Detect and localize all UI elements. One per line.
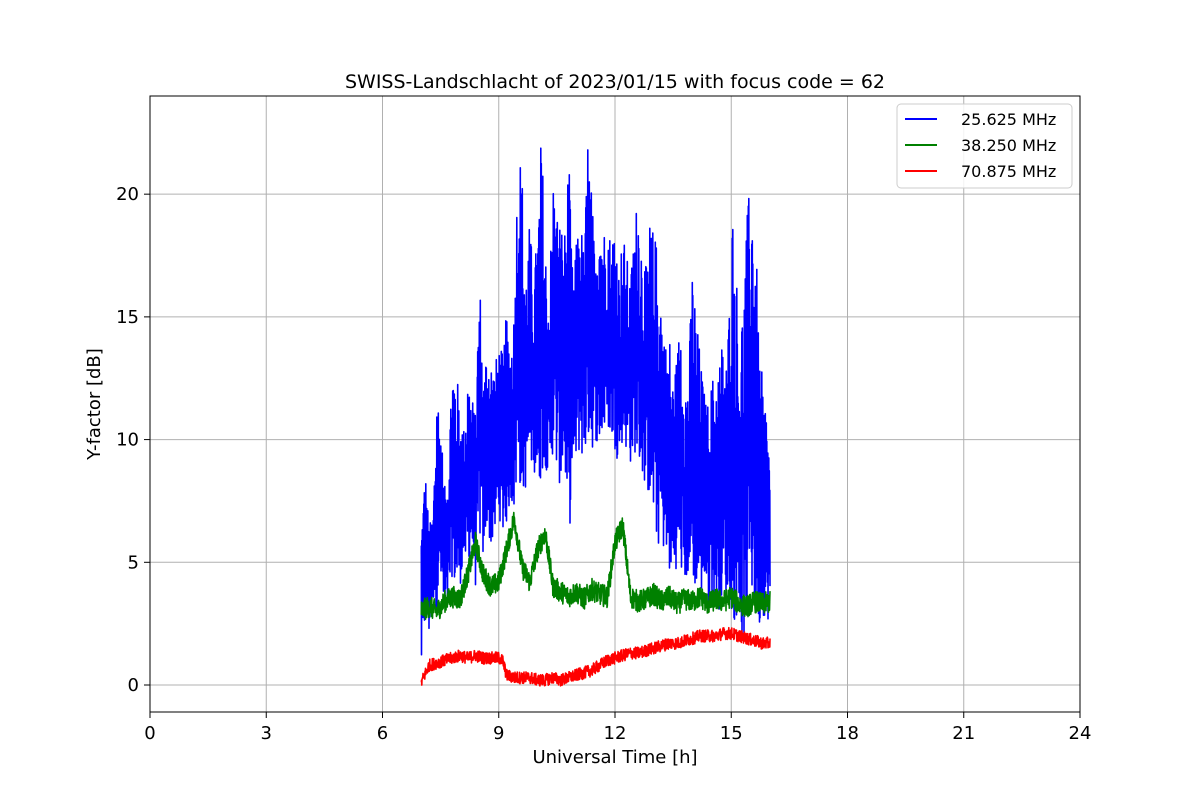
legend-label: 25.625 MHz (961, 110, 1056, 129)
x-tick-label: 3 (261, 723, 272, 744)
y-axis-label: Y-factor [dB] (84, 348, 105, 461)
y-tick-label: 5 (128, 552, 139, 573)
ticks-layer: 0 3 6 9 12 15 18 21 24 0 5 10 15 20 (116, 184, 1091, 744)
x-tick-label: 21 (952, 723, 975, 744)
series-line-1 (420, 511, 771, 620)
legend-label: 70.875 MHz (961, 162, 1056, 181)
y-tick-label: 15 (116, 307, 139, 328)
x-tick-label: 9 (493, 723, 504, 744)
series-line-2 (420, 626, 771, 687)
x-tick-label: 12 (604, 723, 627, 744)
y-tick-label: 10 (116, 430, 139, 451)
x-tick-label: 15 (720, 723, 743, 744)
y-tick-label: 20 (116, 184, 139, 205)
chart-title: SWISS-Landschlacht of 2023/01/15 with fo… (345, 71, 885, 93)
y-tick-label: 0 (128, 675, 139, 696)
x-tick-label: 24 (1069, 723, 1092, 744)
x-tick-label: 18 (836, 723, 859, 744)
x-tick-label: 0 (144, 723, 155, 744)
x-axis-label: Universal Time [h] (532, 747, 697, 768)
series-layer (420, 147, 771, 687)
legend-box (896, 103, 1073, 189)
legend: 25.625 MHz 38.250 MHz 70.875 MHz (896, 103, 1073, 189)
x-tick-label: 6 (377, 723, 388, 744)
series-line-0 (420, 147, 771, 656)
legend-label: 38.250 MHz (961, 136, 1056, 155)
